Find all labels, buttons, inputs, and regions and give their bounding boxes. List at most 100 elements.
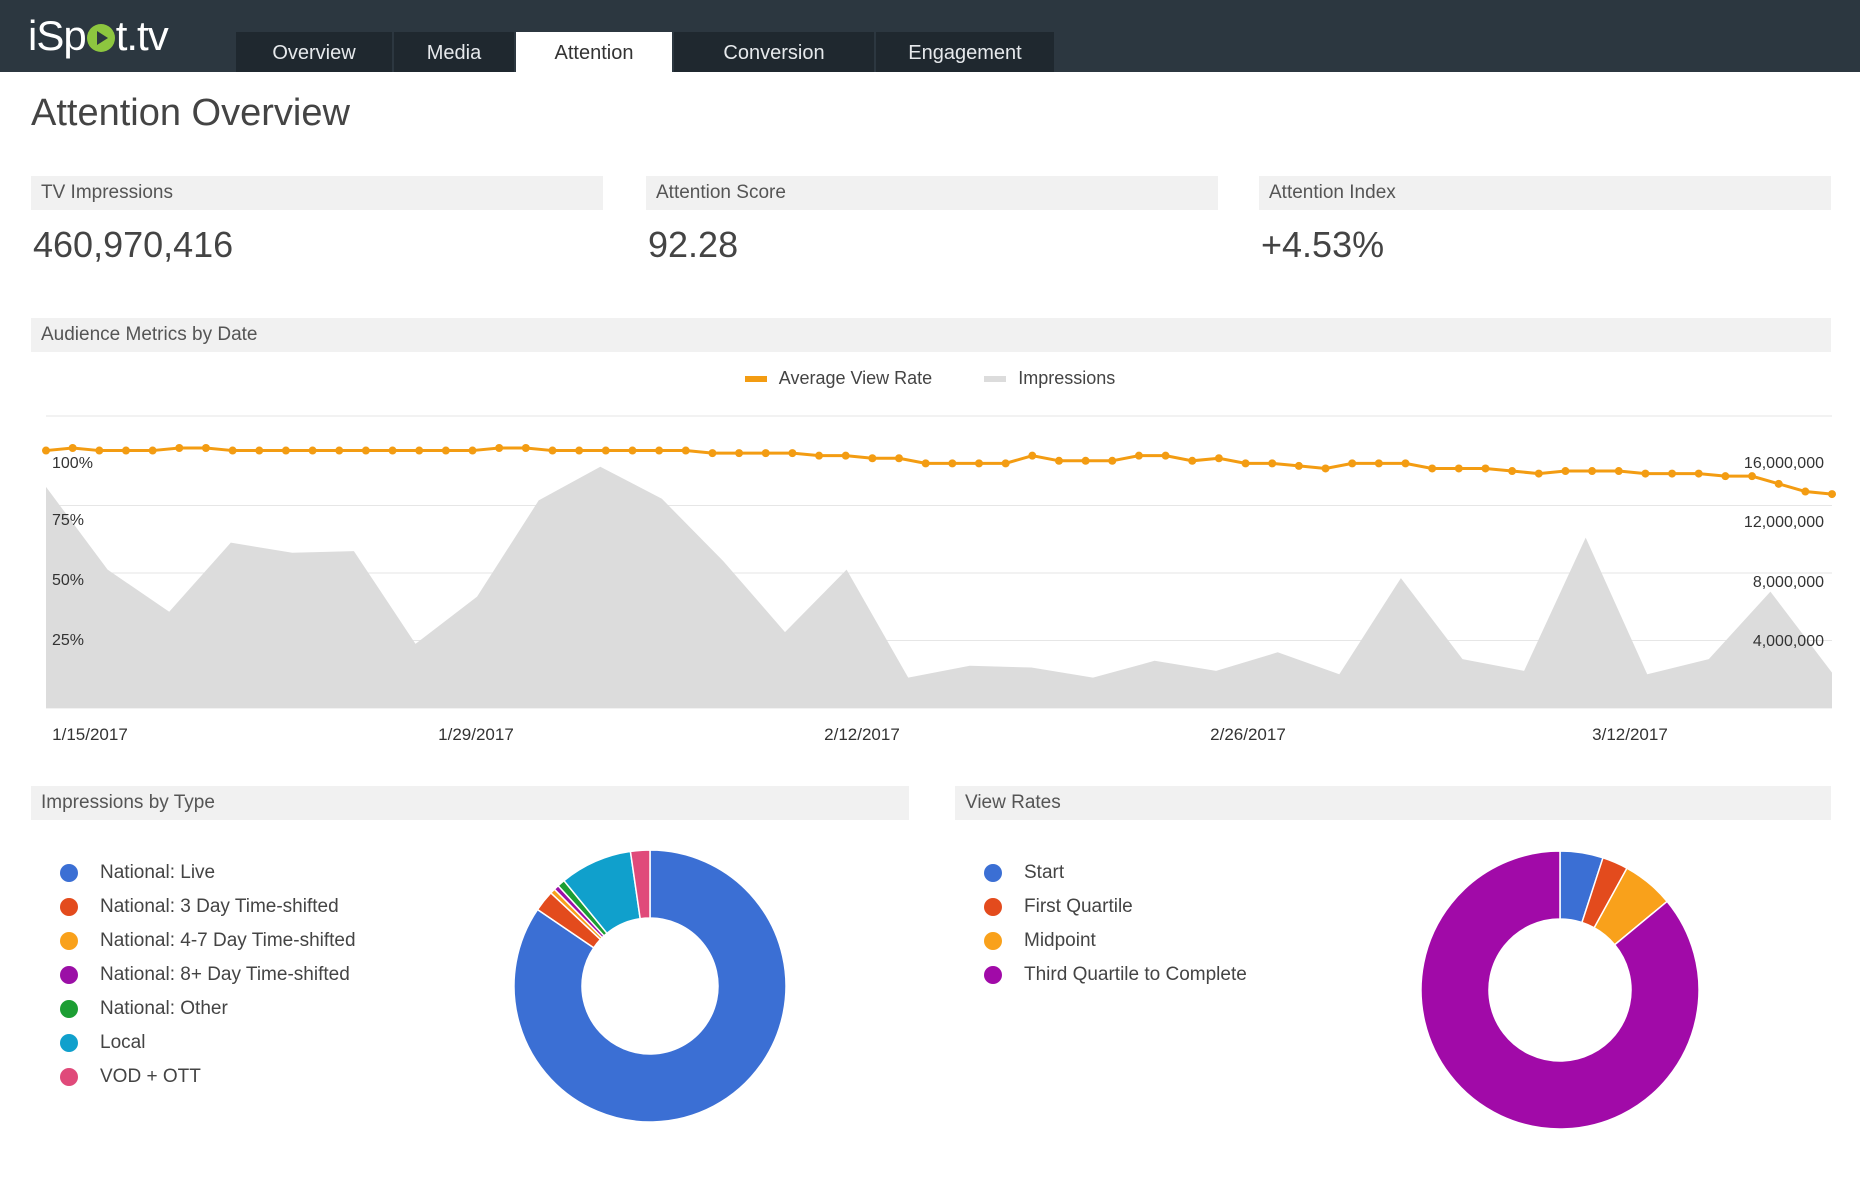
average-view-rate-point[interactable] bbox=[148, 446, 157, 455]
average-view-rate-point[interactable] bbox=[1294, 461, 1303, 470]
average-view-rate-point[interactable] bbox=[895, 454, 904, 463]
average-view-rate-point[interactable] bbox=[1134, 451, 1143, 460]
average-view-rate-point[interactable] bbox=[601, 446, 610, 455]
tab-engagement[interactable]: Engagement bbox=[876, 32, 1054, 72]
legend-label: VOD + OTT bbox=[100, 1066, 201, 1087]
average-view-rate-point[interactable] bbox=[255, 446, 264, 455]
average-view-rate-point[interactable] bbox=[308, 446, 317, 455]
average-view-rate-point[interactable] bbox=[1801, 487, 1810, 496]
average-view-rate-point[interactable] bbox=[815, 451, 824, 460]
average-view-rate-point[interactable] bbox=[495, 444, 504, 452]
average-view-rate-point[interactable] bbox=[841, 451, 850, 460]
average-view-rate-point[interactable] bbox=[1454, 464, 1463, 473]
legend-label: National: 3 Day Time-shifted bbox=[100, 896, 339, 917]
average-view-rate-point[interactable] bbox=[441, 446, 450, 455]
average-view-rate-point[interactable] bbox=[1508, 467, 1517, 476]
average-view-rate-point[interactable] bbox=[575, 446, 584, 455]
average-view-rate-point[interactable] bbox=[974, 459, 983, 468]
average-view-rate-point[interactable] bbox=[415, 446, 424, 455]
average-view-rate-point[interactable] bbox=[175, 444, 184, 452]
average-view-rate-point[interactable] bbox=[1214, 454, 1223, 463]
view-rates-donut[interactable] bbox=[1420, 850, 1700, 1130]
average-view-rate-point[interactable] bbox=[1374, 459, 1383, 468]
average-view-rate-point[interactable] bbox=[1188, 456, 1197, 465]
impressions-by-type-donut[interactable] bbox=[510, 846, 790, 1126]
legend-item[interactable]: Third Quartile to Complete bbox=[984, 958, 1247, 992]
tab-overview[interactable]: Overview bbox=[236, 32, 392, 72]
average-view-rate-point[interactable] bbox=[1028, 451, 1037, 460]
legend-item[interactable]: VOD + OTT bbox=[60, 1060, 356, 1094]
average-view-rate-point[interactable] bbox=[388, 446, 397, 455]
average-view-rate-point[interactable] bbox=[1561, 467, 1570, 476]
average-view-rate-point[interactable] bbox=[1321, 464, 1330, 473]
average-view-rate-point[interactable] bbox=[1828, 490, 1836, 499]
legend-item[interactable]: National: 8+ Day Time-shifted bbox=[60, 958, 356, 992]
average-view-rate-point[interactable] bbox=[681, 446, 690, 455]
legend-item[interactable]: Midpoint bbox=[984, 924, 1247, 958]
average-view-rate-point[interactable] bbox=[1748, 472, 1757, 481]
average-view-rate-point[interactable] bbox=[761, 449, 770, 458]
average-view-rate-point[interactable] bbox=[1428, 464, 1437, 473]
average-view-rate-point[interactable] bbox=[1054, 456, 1063, 465]
tab-attention[interactable]: Attention bbox=[516, 32, 672, 72]
average-view-rate-point[interactable] bbox=[1694, 469, 1703, 478]
donut-slice[interactable] bbox=[629, 849, 651, 920]
average-view-rate-point[interactable] bbox=[1534, 469, 1543, 478]
average-view-rate-point[interactable] bbox=[868, 454, 877, 463]
average-view-rate-point[interactable] bbox=[921, 459, 930, 468]
legend-item[interactable]: National: 3 Day Time-shifted bbox=[60, 890, 356, 924]
average-view-rate-point[interactable] bbox=[948, 459, 957, 468]
tab-conversion[interactable]: Conversion bbox=[674, 32, 874, 72]
ispot-logo[interactable]: iSp t.tv bbox=[28, 12, 169, 60]
average-view-rate-point[interactable] bbox=[1161, 451, 1170, 460]
legend-item[interactable]: National: Live bbox=[60, 856, 356, 890]
legend-item[interactable]: National: Other bbox=[60, 992, 356, 1026]
average-view-rate-point[interactable] bbox=[1641, 469, 1650, 478]
donut-slice[interactable] bbox=[513, 849, 787, 1123]
average-view-rate-point[interactable] bbox=[521, 444, 530, 452]
legend-label: Local bbox=[100, 1032, 146, 1053]
legend-label: Third Quartile to Complete bbox=[1024, 964, 1247, 985]
legend-label: Average View Rate bbox=[778, 368, 933, 388]
average-view-rate-point[interactable] bbox=[1001, 459, 1010, 468]
legend-item-impressions[interactable]: Impressions bbox=[984, 368, 1115, 389]
average-view-rate-point[interactable] bbox=[788, 449, 797, 458]
average-view-rate-point[interactable] bbox=[68, 444, 77, 452]
average-view-rate-point[interactable] bbox=[1348, 459, 1357, 468]
average-view-rate-point[interactable] bbox=[201, 444, 210, 452]
average-view-rate-point[interactable] bbox=[655, 446, 664, 455]
average-view-rate-point[interactable] bbox=[468, 446, 477, 455]
average-view-rate-point[interactable] bbox=[708, 449, 717, 458]
average-view-rate-point[interactable] bbox=[1241, 459, 1250, 468]
average-view-rate-point[interactable] bbox=[361, 446, 370, 455]
average-view-rate-point[interactable] bbox=[281, 446, 290, 455]
average-view-rate-point[interactable] bbox=[1668, 469, 1677, 478]
average-view-rate-point[interactable] bbox=[1614, 467, 1623, 476]
average-view-rate-point[interactable] bbox=[121, 446, 130, 455]
legend-item-average-view-rate[interactable]: Average View Rate bbox=[744, 368, 933, 389]
legend-item[interactable]: Start bbox=[984, 856, 1247, 890]
average-view-rate-point[interactable] bbox=[628, 446, 637, 455]
average-view-rate-point[interactable] bbox=[1268, 459, 1277, 468]
average-view-rate-point[interactable] bbox=[1401, 459, 1410, 468]
average-view-rate-point[interactable] bbox=[95, 446, 104, 455]
legend-item[interactable]: First Quartile bbox=[984, 890, 1247, 924]
legend-item[interactable]: National: 4-7 Day Time-shifted bbox=[60, 924, 356, 958]
legend-item[interactable]: Local bbox=[60, 1026, 356, 1060]
average-view-rate-point[interactable] bbox=[42, 446, 50, 455]
legend-dot-icon bbox=[60, 1000, 78, 1018]
average-view-rate-point[interactable] bbox=[548, 446, 557, 455]
donut-slice[interactable] bbox=[1420, 850, 1700, 1130]
average-view-rate-point[interactable] bbox=[1481, 464, 1490, 473]
average-view-rate-point[interactable] bbox=[1721, 472, 1730, 481]
average-view-rate-point[interactable] bbox=[228, 446, 237, 455]
average-view-rate-point[interactable] bbox=[1108, 456, 1117, 465]
average-view-rate-point[interactable] bbox=[1081, 456, 1090, 465]
view-rates-legend: Start First Quartile Midpoint Third Quartil… bbox=[984, 856, 1247, 992]
audience-metrics-chart[interactable]: 25% 50% 75% 100% 4,000,000 8,000,000 12,000,00… bbox=[0, 400, 1860, 760]
average-view-rate-point[interactable] bbox=[1588, 467, 1597, 476]
average-view-rate-point[interactable] bbox=[1774, 479, 1783, 488]
average-view-rate-point[interactable] bbox=[735, 449, 744, 458]
tab-media[interactable]: Media bbox=[394, 32, 514, 72]
average-view-rate-point[interactable] bbox=[335, 446, 344, 455]
